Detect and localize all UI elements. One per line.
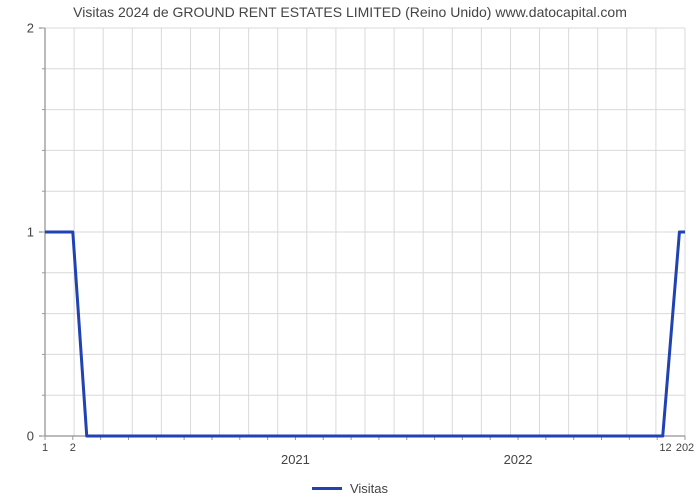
x-tick-label: 2 <box>70 442 76 454</box>
y-tick-label: 1 <box>4 225 34 240</box>
chart-legend: Visitas <box>0 480 700 496</box>
x-tick-label: 1 <box>42 442 48 454</box>
legend-swatch <box>312 487 342 490</box>
y-tick-label: 0 <box>4 429 34 444</box>
x-tick-label: 2021 <box>281 452 310 467</box>
legend-label: Visitas <box>350 481 388 496</box>
chart-container: Visitas 2024 de GROUND RENT ESTATES LIMI… <box>0 0 700 500</box>
y-tick-label: 2 <box>4 21 34 36</box>
x-tick-label: 202 <box>676 442 694 454</box>
chart-plot <box>0 0 700 500</box>
x-tick-label: 12 <box>659 442 671 454</box>
x-tick-label: 2022 <box>504 452 533 467</box>
